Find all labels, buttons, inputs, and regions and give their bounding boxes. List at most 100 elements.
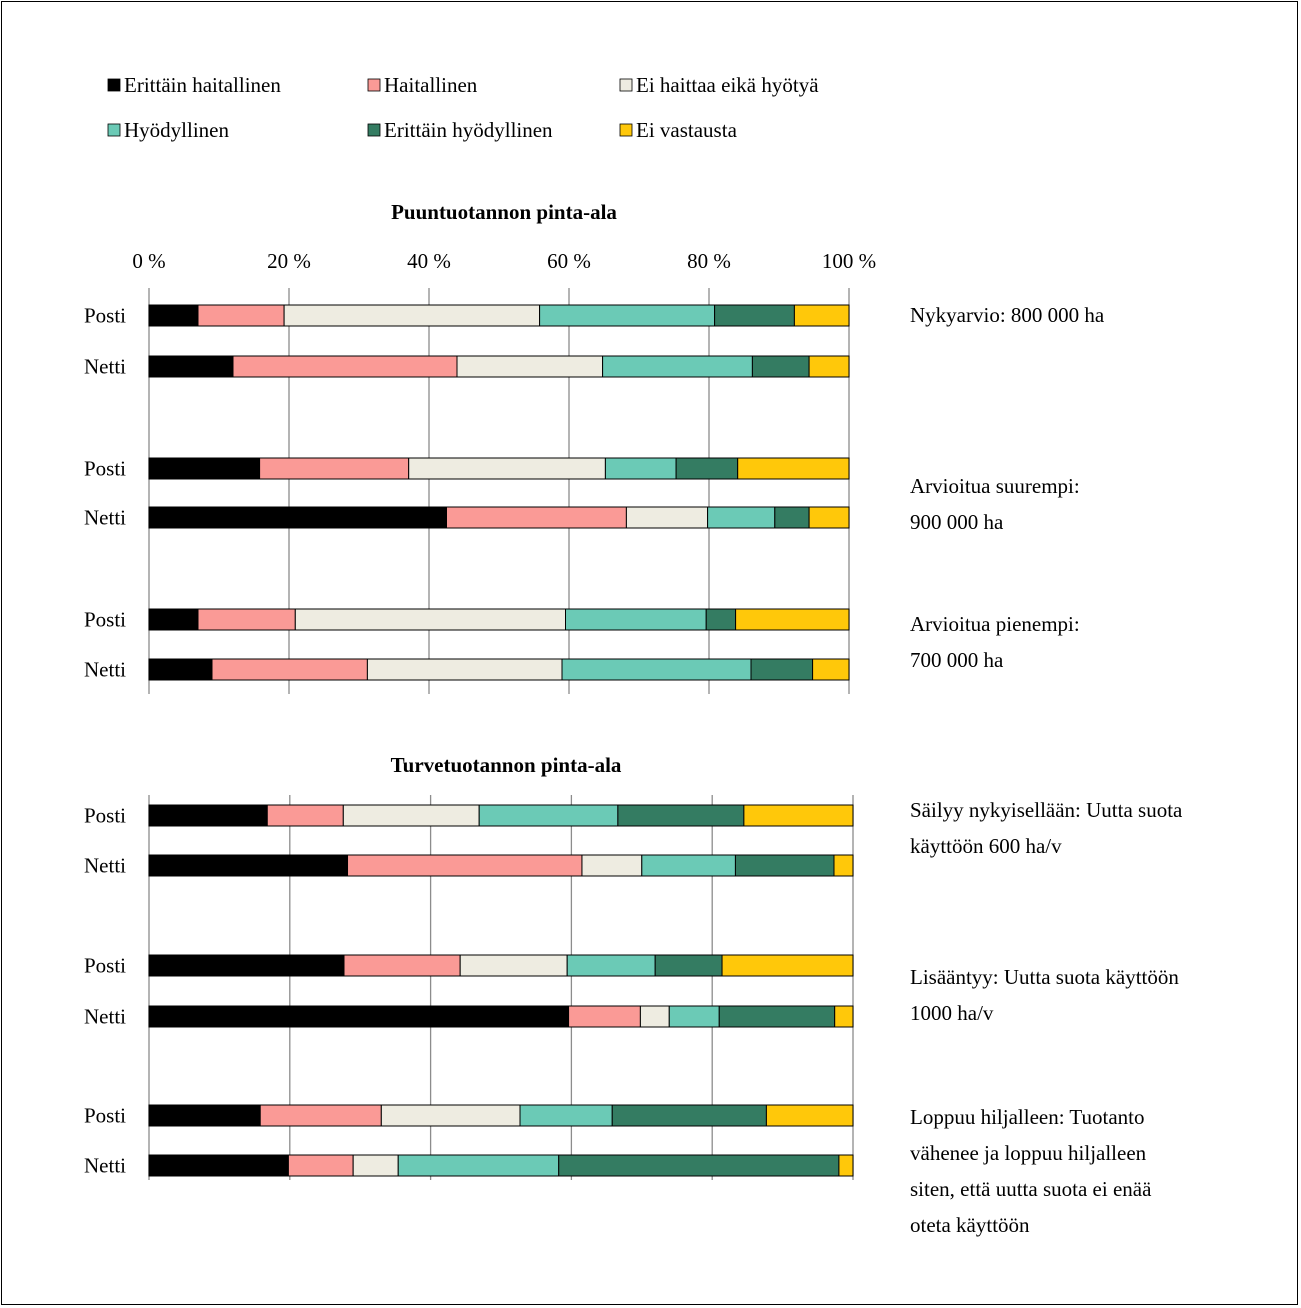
bar-segment-erittain-hyodyllinen bbox=[718, 1005, 836, 1028]
legend-swatch-6 bbox=[619, 123, 633, 137]
bar-segment-erittain-hyodyllinen bbox=[617, 804, 745, 827]
bar-category-label: Posti bbox=[84, 954, 126, 978]
bar-segment-ei-haittaa-eika-hyotya bbox=[408, 457, 606, 480]
bar-segment-erittain-haitallinen bbox=[148, 658, 213, 681]
bar-segment-ei-haittaa-eika-hyotya bbox=[581, 854, 643, 877]
bar-segment-erittain-haitallinen bbox=[148, 1005, 570, 1028]
bar-segment-ei-haittaa-eika-hyotya bbox=[625, 506, 709, 529]
bar-segment-erittain-hyodyllinen bbox=[774, 506, 810, 529]
legend-label-1: Erittäin haitallinen bbox=[124, 73, 281, 97]
bar-segment-haitallinen bbox=[266, 804, 344, 827]
legend-swatch-1 bbox=[107, 78, 121, 92]
bar-category-label: Posti bbox=[84, 457, 126, 481]
bar-category-label: Posti bbox=[84, 1104, 126, 1128]
bar-segment-ei-vastausta bbox=[793, 304, 850, 327]
bar-segment-haitallinen bbox=[232, 355, 458, 378]
x-tick-label: 80 % bbox=[687, 249, 731, 273]
scenario-annotation: Arvioitua suurempi: bbox=[910, 474, 1080, 498]
legend-swatch-2 bbox=[367, 78, 381, 92]
scenario-annotation: Arvioitua pienempi: bbox=[910, 612, 1080, 636]
scenario-annotation: 1000 ha/v bbox=[910, 1001, 994, 1025]
bar-segment-erittain-hyodyllinen bbox=[714, 304, 795, 327]
bar-segment-hyodyllinen bbox=[602, 355, 753, 378]
legend-label-3: Ei haittaa eikä hyötyä bbox=[636, 73, 819, 97]
bar-segment-ei-vastausta bbox=[833, 854, 854, 877]
x-tick-label: 0 % bbox=[132, 249, 165, 273]
bar-segment-ei-vastausta bbox=[812, 658, 850, 681]
bar-category-label: Netti bbox=[84, 658, 126, 682]
bar-segment-ei-haittaa-eika-hyotya bbox=[380, 1104, 521, 1127]
bar-segment-erittain-hyodyllinen bbox=[611, 1104, 767, 1127]
bar-segment-ei-haittaa-eika-hyotya bbox=[283, 304, 541, 327]
scenario-annotation: Lisääntyy: Uutta suota käyttöön bbox=[910, 965, 1179, 989]
bar-segment-erittain-hyodyllinen bbox=[654, 954, 723, 977]
bar-segment-ei-haittaa-eika-hyotya bbox=[639, 1005, 670, 1028]
scenario-annotation: Säilyy nykyisellään: Uutta suota bbox=[910, 798, 1183, 822]
x-tick-label: 60 % bbox=[547, 249, 591, 273]
bar-segment-erittain-hyodyllinen bbox=[750, 658, 814, 681]
chart-2-title: Turvetuotannon pinta-ala bbox=[391, 753, 622, 777]
bar-segment-hyodyllinen bbox=[519, 1104, 613, 1127]
bar-segment-ei-vastausta bbox=[737, 457, 850, 480]
legend-label-2: Haitallinen bbox=[384, 73, 478, 97]
legend-swatch-5 bbox=[367, 123, 381, 137]
bar-segment-ei-haittaa-eika-hyotya bbox=[456, 355, 604, 378]
bar-segment-ei-haittaa-eika-hyotya bbox=[459, 954, 568, 977]
bar-segment-ei-vastausta bbox=[735, 608, 850, 631]
legend-swatch-4 bbox=[107, 123, 121, 137]
bar-category-label: Netti bbox=[84, 1005, 126, 1029]
bar-segment-haitallinen bbox=[259, 457, 410, 480]
bar-segment-haitallinen bbox=[211, 658, 368, 681]
bar-segment-ei-haittaa-eika-hyotya bbox=[294, 608, 566, 631]
bar-segment-ei-vastausta bbox=[808, 506, 850, 529]
x-tick-label: 40 % bbox=[407, 249, 451, 273]
bar-segment-haitallinen bbox=[343, 954, 461, 977]
bar-segment-ei-haittaa-eika-hyotya bbox=[366, 658, 563, 681]
chart-1-title: Puuntuotannon pinta-ala bbox=[391, 200, 617, 224]
bar-segment-erittain-hyodyllinen bbox=[675, 457, 739, 480]
bar-category-label: Posti bbox=[84, 804, 126, 828]
scenario-annotation: Nykyarvio: 800 000 ha bbox=[910, 303, 1105, 327]
bar-segment-erittain-haitallinen bbox=[148, 457, 261, 480]
bar-segment-hyodyllinen bbox=[641, 854, 736, 877]
scenario-annotation: oteta käyttöön bbox=[910, 1213, 1030, 1237]
bar-segment-erittain-haitallinen bbox=[148, 1104, 261, 1127]
bar-segment-ei-vastausta bbox=[838, 1154, 854, 1177]
scenario-annotation: 700 000 ha bbox=[910, 648, 1004, 672]
bar-segment-erittain-haitallinen bbox=[148, 355, 234, 378]
bar-segment-ei-vastausta bbox=[721, 954, 854, 977]
bar-segment-ei-vastausta bbox=[834, 1005, 854, 1028]
bar-segment-ei-vastausta bbox=[743, 804, 854, 827]
bar-segment-haitallinen bbox=[347, 854, 583, 877]
x-tick-label: 20 % bbox=[267, 249, 311, 273]
bar-category-label: Netti bbox=[84, 355, 126, 379]
bar-category-label: Netti bbox=[84, 1154, 126, 1178]
bar-segment-ei-vastausta bbox=[765, 1104, 854, 1127]
bar-segment-haitallinen bbox=[197, 304, 285, 327]
bar-segment-erittain-haitallinen bbox=[148, 804, 268, 827]
bar-segment-erittain-hyodyllinen bbox=[705, 608, 737, 631]
bar-segment-hyodyllinen bbox=[539, 304, 716, 327]
scenario-annotation: 900 000 ha bbox=[910, 510, 1004, 534]
bar-segment-ei-haittaa-eika-hyotya bbox=[352, 1154, 399, 1177]
bar-segment-hyodyllinen bbox=[668, 1005, 720, 1028]
bar-category-label: Netti bbox=[84, 506, 126, 530]
bar-segment-erittain-haitallinen bbox=[148, 506, 447, 529]
legend-label-6: Ei vastausta bbox=[636, 118, 738, 142]
bar-segment-erittain-hyodyllinen bbox=[558, 1154, 840, 1177]
bar-segment-erittain-haitallinen bbox=[148, 854, 349, 877]
bar-segment-hyodyllinen bbox=[604, 457, 677, 480]
bar-segment-erittain-haitallinen bbox=[148, 608, 199, 631]
bar-segment-haitallinen bbox=[446, 506, 627, 529]
bar-segment-haitallinen bbox=[568, 1005, 641, 1028]
bar-segment-haitallinen bbox=[259, 1104, 382, 1127]
bar-segment-erittain-haitallinen bbox=[148, 304, 199, 327]
bar-segment-hyodyllinen bbox=[561, 658, 752, 681]
legend-swatch-3 bbox=[619, 78, 633, 92]
bar-segment-hyodyllinen bbox=[478, 804, 619, 827]
bar-segment-haitallinen bbox=[197, 608, 296, 631]
bar-segment-erittain-haitallinen bbox=[148, 954, 345, 977]
bar-segment-hyodyllinen bbox=[566, 954, 656, 977]
